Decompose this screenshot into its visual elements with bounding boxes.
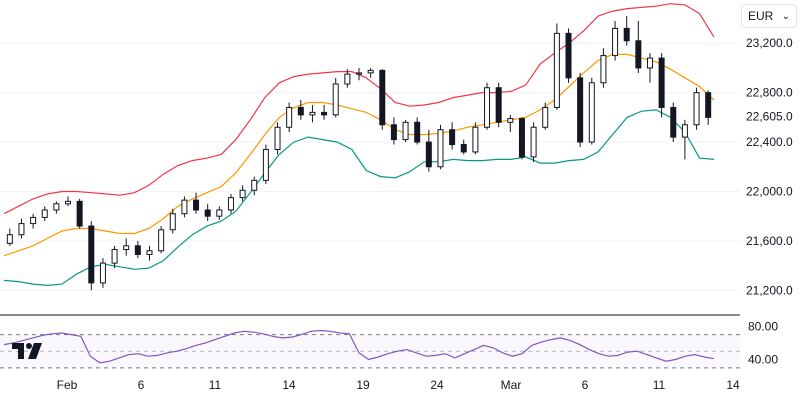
time-tick-label: 6 [582, 378, 589, 392]
candle [99, 258, 106, 288]
last-price-value: 22,605.0 [746, 110, 793, 124]
candle [588, 77, 595, 145]
time-tick-label: Feb [57, 378, 78, 392]
candle [344, 69, 351, 88]
candle [693, 87, 700, 130]
candle [18, 218, 25, 239]
price-tick-label: 21,200.0 [746, 283, 793, 297]
candle [635, 21, 642, 73]
candle [356, 67, 362, 81]
candle [193, 192, 200, 214]
candle [297, 100, 304, 120]
candle [530, 122, 537, 162]
candle [158, 226, 165, 254]
candle [53, 201, 60, 214]
candle [134, 240, 141, 259]
tradingview-logo-icon [12, 343, 42, 359]
time-axis[interactable]: Feb 6 11 14 19 24 Mar 6 11 14 [57, 378, 740, 392]
candle [30, 213, 37, 229]
candle [518, 117, 525, 160]
candlestick-series [6, 16, 712, 291]
candle [332, 77, 339, 118]
candle [88, 221, 95, 291]
rsi-tick-label: 40.00 [748, 353, 778, 367]
price-axis[interactable]: 21,200.0 21,600.0 22,000.0 22,400.0 22,800.0… [746, 36, 793, 297]
price-tick-label: 21,600.0 [746, 234, 793, 248]
candle [169, 208, 176, 234]
candle [705, 90, 712, 125]
candle [460, 139, 467, 155]
price-tick-label: 23,200.0 [746, 36, 793, 50]
candle [495, 82, 502, 128]
candle [251, 176, 258, 196]
candle [553, 23, 560, 110]
time-tick-label: Mar [501, 378, 522, 392]
rsi-tick-label: 80.00 [748, 319, 778, 333]
time-tick-label: 6 [138, 378, 145, 392]
chart-grid [0, 42, 740, 291]
candle [670, 102, 677, 143]
candle [123, 238, 130, 256]
candle [239, 185, 246, 202]
candle [577, 72, 584, 147]
candle [402, 119, 409, 143]
candle [6, 228, 13, 246]
time-tick-label: 11 [653, 378, 666, 392]
candle [646, 53, 653, 83]
candle [227, 193, 234, 214]
candle [437, 124, 444, 170]
bollinger-lower-line [3, 109, 715, 287]
candle [41, 206, 48, 222]
candle [623, 16, 630, 46]
bollinger-basis-line [3, 53, 715, 257]
time-tick-label: 11 [209, 378, 222, 392]
time-tick-label: 14 [282, 378, 296, 392]
candle [425, 129, 432, 172]
candle [76, 198, 83, 229]
price-tick-label: 22,400.0 [746, 135, 793, 149]
chevron-down-icon: ⌄ [781, 10, 790, 22]
price-tick-label: 22,800.0 [746, 86, 793, 100]
time-tick-label: 14 [726, 378, 740, 392]
candle [507, 114, 514, 133]
candle [681, 119, 688, 160]
currency-selector-value: EUR [748, 9, 774, 23]
time-tick-label: 19 [356, 378, 370, 392]
candle [274, 122, 281, 155]
candle [367, 67, 374, 78]
rsi-axis[interactable]: 40.00 80.00 [748, 319, 778, 366]
candle [111, 245, 118, 269]
candle [600, 48, 607, 88]
last-price-label: 22,605.0 [741, 106, 799, 127]
candle [262, 144, 269, 185]
candle [565, 28, 572, 83]
bollinger-bands [3, 3, 715, 287]
candle [542, 102, 549, 130]
candle [658, 53, 665, 118]
rsi-pane [0, 329, 740, 369]
candle [309, 105, 316, 123]
candle [390, 117, 397, 145]
price-tick-label: 22,000.0 [746, 184, 793, 198]
candle [449, 122, 456, 150]
currency-selector[interactable]: EUR ⌄ [741, 4, 797, 28]
bollinger-upper-line [3, 3, 715, 215]
time-tick-label: 24 [430, 378, 444, 392]
candle [321, 105, 328, 120]
candle [181, 196, 188, 218]
candle [65, 196, 72, 207]
candle [216, 206, 223, 220]
last-price-label-bg [741, 106, 799, 127]
candle [204, 203, 211, 222]
rsi-line [3, 329, 715, 364]
candle [484, 82, 491, 130]
candle [414, 117, 421, 145]
candle [286, 102, 293, 133]
candle [379, 69, 386, 130]
candle [472, 122, 479, 155]
candle [612, 21, 619, 61]
candle [146, 245, 153, 261]
